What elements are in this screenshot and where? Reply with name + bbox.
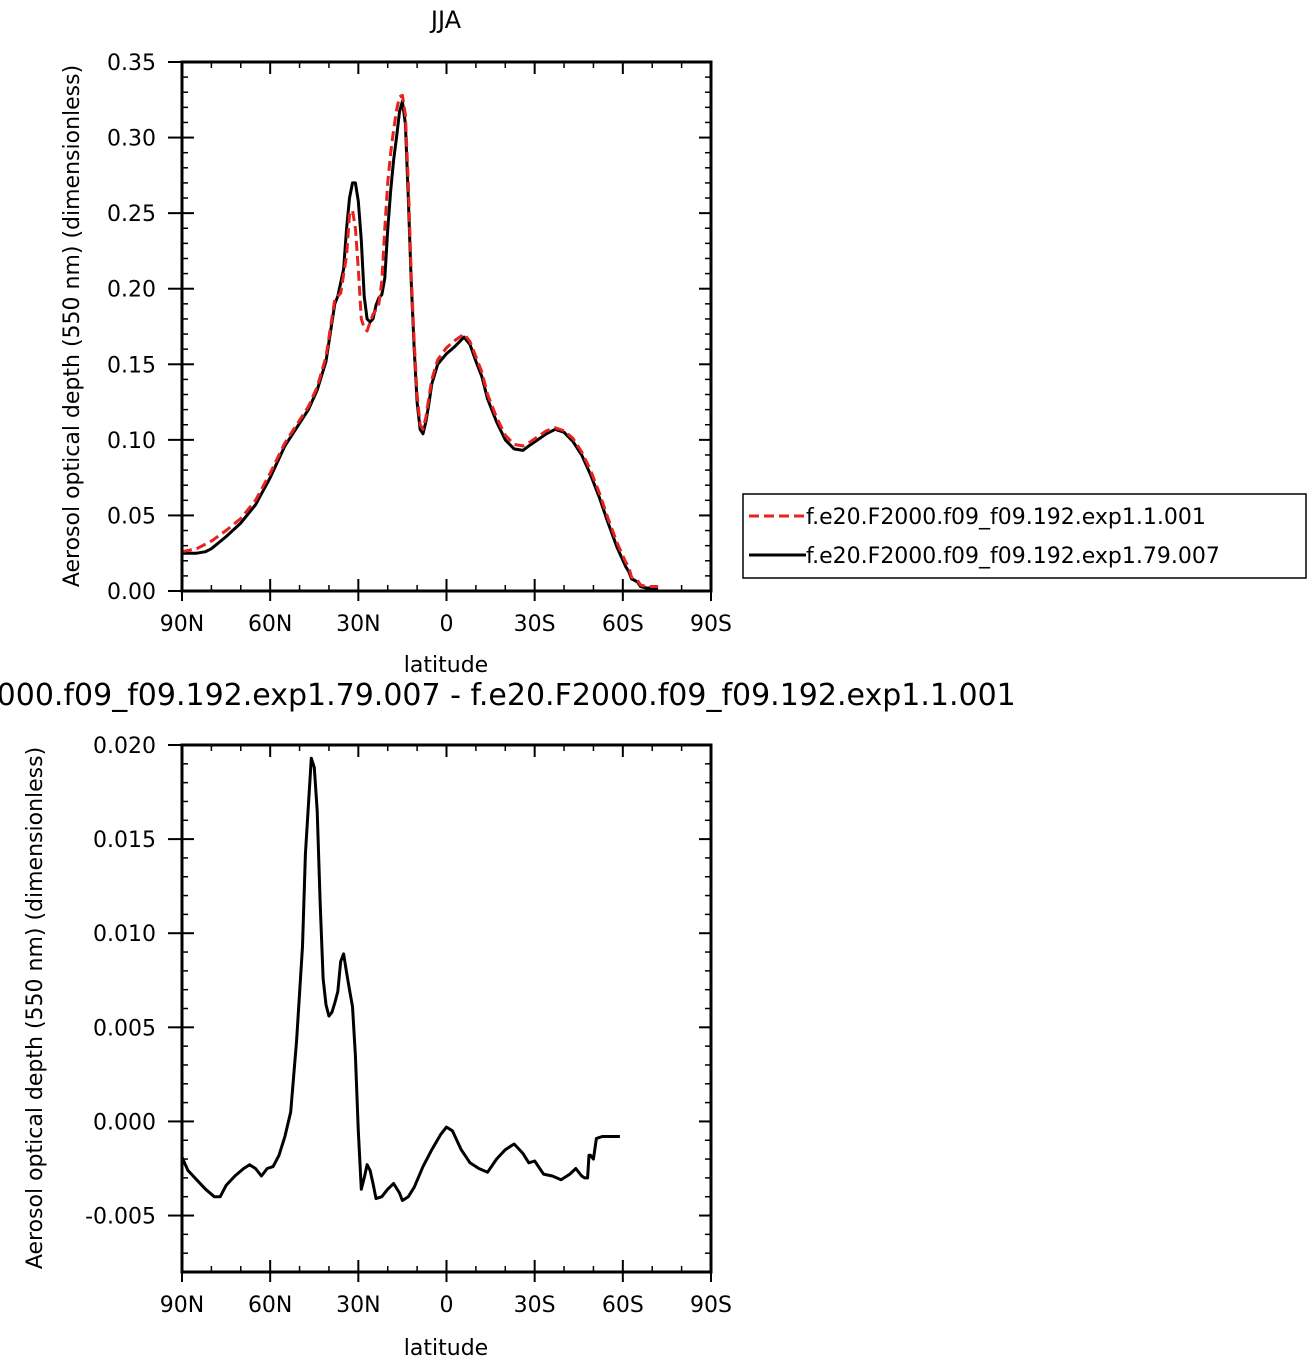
bottom-chart-x-tick-labels: 90N 60N 30N 0 30S 60S 90S bbox=[160, 1293, 732, 1318]
x-tick-label: 30N bbox=[336, 1293, 380, 1318]
top-chart: JJA 90N 60N 30N 0 30S 60S 90S 0.00 0.05 0.10 0.15… bbox=[60, 6, 732, 678]
y-tick-label: 0.010 bbox=[93, 922, 156, 947]
top-chart-title: JJA bbox=[429, 6, 462, 34]
y-tick-label: 0.30 bbox=[107, 127, 156, 152]
series-line-1 bbox=[181, 93, 659, 588]
bottom-chart-frame bbox=[180, 743, 713, 1274]
x-tick-label: 0 bbox=[440, 612, 454, 637]
x-tick-label: 60N bbox=[248, 612, 292, 637]
bottom-chart-y-axis-label: Aerosol optical depth (550 nm) (dimensio… bbox=[23, 747, 48, 1269]
x-tick-label: 90N bbox=[160, 1293, 204, 1318]
legend: f.e20.F2000.f09_f09.192.exp1.1.001 f.e20… bbox=[742, 493, 1307, 579]
legend-label-series-2: f.e20.F2000.f09_f09.192.exp1.79.007 bbox=[806, 544, 1220, 569]
legend-label-series-1: f.e20.F2000.f09_f09.192.exp1.1.001 bbox=[806, 505, 1206, 530]
x-tick-label: 0 bbox=[440, 1293, 454, 1318]
x-tick-label: 60S bbox=[602, 612, 644, 637]
top-chart-x-tick-labels: 90N 60N 30N 0 30S 60S 90S bbox=[160, 612, 732, 637]
top-chart-y-axis-label: Aerosol optical depth (550 nm) (dimensio… bbox=[60, 65, 85, 587]
bottom-chart-series bbox=[180, 756, 620, 1202]
bottom-chart-y-tick-labels: -0.005 0.000 0.005 0.010 0.015 0.020 bbox=[85, 734, 156, 1230]
y-tick-label: 0.005 bbox=[93, 1016, 156, 1041]
x-tick-label: 90S bbox=[690, 1293, 732, 1318]
x-tick-label: 30S bbox=[514, 612, 556, 637]
y-tick-label: 0.10 bbox=[107, 429, 156, 454]
top-chart-y-tick-labels: 0.00 0.05 0.10 0.15 0.20 0.25 0.30 0.35 bbox=[107, 51, 156, 605]
x-tick-label: 30S bbox=[514, 1293, 556, 1318]
top-chart-frame bbox=[180, 60, 713, 593]
bottom-chart-title: f.e20.F2000.f09_f09.192.exp1.79.007 - f.… bbox=[0, 678, 1016, 713]
y-tick-label: 0.00 bbox=[107, 580, 156, 605]
y-tick-label: 0.000 bbox=[93, 1110, 156, 1135]
y-tick-label: 0.15 bbox=[107, 353, 156, 378]
x-tick-label: 30N bbox=[336, 612, 380, 637]
x-tick-label: 60N bbox=[248, 1293, 292, 1318]
y-tick-label: 0.05 bbox=[107, 504, 156, 529]
top-chart-x-axis-label: latitude bbox=[404, 653, 488, 678]
x-tick-label: 90N bbox=[160, 612, 204, 637]
top-chart-ticks bbox=[168, 61, 712, 601]
x-tick-label: 60S bbox=[602, 1293, 644, 1318]
legend-box bbox=[742, 493, 1307, 579]
x-tick-label: 90S bbox=[690, 612, 732, 637]
top-chart-series bbox=[181, 93, 659, 590]
y-tick-label: -0.005 bbox=[85, 1205, 156, 1230]
bottom-chart-x-axis-label: latitude bbox=[404, 1336, 488, 1361]
bottom-chart: f.e20.F2000.f09_f09.192.exp1.79.007 - f.… bbox=[0, 678, 1016, 1361]
y-tick-label: 0.015 bbox=[93, 828, 156, 853]
y-tick-label: 0.25 bbox=[107, 202, 156, 227]
y-tick-label: 0.35 bbox=[107, 51, 156, 76]
y-tick-label: 0.020 bbox=[93, 734, 156, 759]
series-line-2 bbox=[182, 99, 659, 590]
y-tick-label: 0.20 bbox=[107, 278, 156, 303]
series-line-1 bbox=[180, 756, 620, 1202]
bottom-chart-ticks bbox=[168, 744, 712, 1282]
